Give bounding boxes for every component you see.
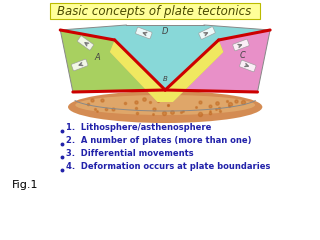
FancyBboxPatch shape [136, 27, 152, 39]
Text: 2.  A number of plates (more than one): 2. A number of plates (more than one) [66, 136, 252, 145]
FancyBboxPatch shape [50, 3, 260, 19]
FancyBboxPatch shape [199, 27, 215, 39]
Polygon shape [110, 40, 223, 102]
Ellipse shape [68, 91, 262, 123]
Text: A: A [94, 54, 100, 62]
Text: D: D [162, 28, 168, 36]
Polygon shape [60, 25, 270, 90]
Polygon shape [60, 30, 165, 92]
Text: B: B [163, 76, 168, 82]
Polygon shape [165, 40, 223, 102]
Ellipse shape [75, 95, 255, 115]
FancyBboxPatch shape [77, 36, 93, 50]
Text: C: C [240, 50, 246, 60]
Text: 4.  Deformation occurs at plate boundaries: 4. Deformation occurs at plate boundarie… [66, 162, 270, 171]
Text: 1.  Lithosphere/asthenosphere: 1. Lithosphere/asthenosphere [66, 123, 212, 132]
Text: Basic concepts of plate tectonics: Basic concepts of plate tectonics [57, 5, 252, 18]
FancyBboxPatch shape [71, 59, 88, 71]
Text: Fig.1: Fig.1 [12, 180, 38, 190]
Text: 3.  Differential movements: 3. Differential movements [66, 149, 194, 158]
FancyBboxPatch shape [233, 39, 249, 51]
Polygon shape [165, 30, 270, 92]
FancyBboxPatch shape [240, 60, 256, 72]
Polygon shape [110, 40, 165, 102]
